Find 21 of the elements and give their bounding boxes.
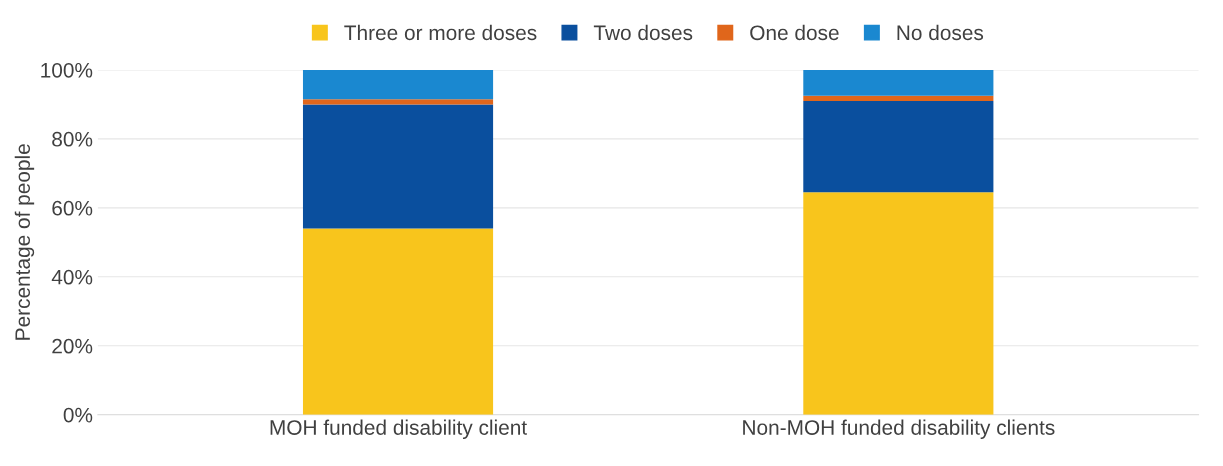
x-tick-label: Non-MOH funded disability clients	[743, 419, 1055, 440]
y-tick-label: 20%	[52, 338, 93, 354]
bar	[803, 192, 994, 415]
x-tick-label: MOH funded disability client	[270, 419, 527, 440]
y-tick-label: 40%	[51, 269, 93, 285]
legend-label: One dose	[750, 24, 839, 41]
bar	[302, 104, 494, 229]
bar	[803, 100, 994, 193]
bar	[302, 228, 494, 415]
y-tick-label: 80%	[52, 131, 93, 147]
bar	[302, 69, 494, 100]
y-tick-label: 100%	[41, 62, 93, 78]
bar	[302, 99, 494, 105]
y-tick-label: 60%	[52, 200, 93, 216]
bar	[803, 69, 994, 96]
bar	[803, 95, 994, 101]
legend-label: No doses	[897, 24, 984, 41]
legend-label: Two doses	[593, 24, 693, 41]
y-tick-label: 0%	[63, 407, 93, 423]
y-axis-title: Percentage of people	[14, 144, 35, 340]
legend-label: Three or more doses	[344, 24, 537, 41]
